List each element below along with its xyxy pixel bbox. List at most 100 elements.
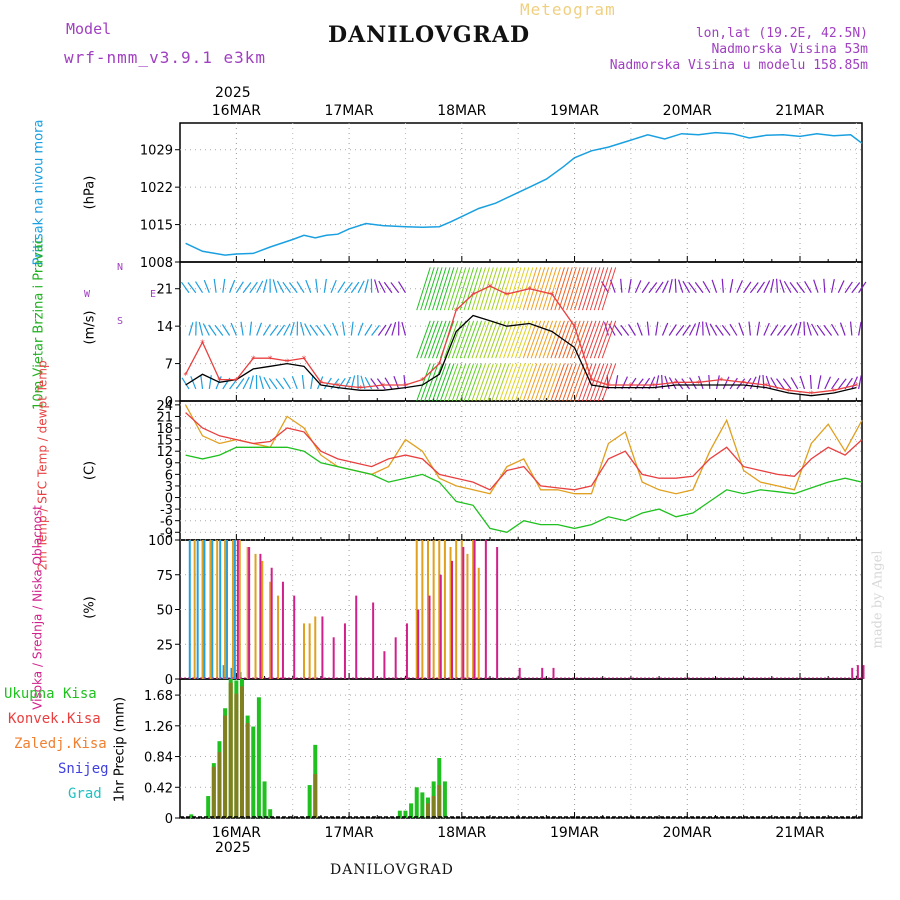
wind-arrow	[748, 321, 751, 336]
compass-north-label: N	[117, 262, 124, 273]
wind-arrow	[301, 375, 305, 390]
wind-arrow	[268, 378, 278, 390]
wind-arrow	[711, 279, 718, 293]
wind-hatch	[443, 320, 459, 359]
gust-marker: *	[285, 358, 290, 368]
wind-hatch	[589, 267, 605, 311]
wind-hatch	[538, 320, 554, 359]
wind-gust-line	[185, 285, 857, 394]
wind-arrow	[831, 323, 839, 336]
y-tick-label: 50	[156, 604, 173, 619]
wind-hatch	[534, 363, 550, 402]
wind-arrow	[705, 322, 711, 336]
wind-arrow	[803, 321, 806, 336]
gust-marker: *	[809, 390, 814, 400]
wind-hatch	[455, 267, 471, 311]
y-tick-label: 100	[148, 534, 173, 549]
wind-hatch	[601, 320, 617, 359]
wind-arrow	[606, 374, 609, 390]
wind-arrow	[235, 281, 244, 294]
wind-arrow	[289, 322, 295, 336]
wind-hatch	[514, 363, 530, 402]
wind-hatch	[597, 320, 613, 359]
precip-total-bar	[268, 809, 273, 818]
wind-arrow	[721, 324, 731, 336]
wind-arrow	[775, 278, 779, 293]
wind-hatch	[495, 363, 510, 402]
day-label-top: 18MAR	[437, 103, 486, 119]
wind-hatch	[514, 267, 530, 311]
wind-hatch	[432, 267, 447, 311]
wind-hatch	[554, 267, 569, 311]
gust-marker: *	[764, 382, 769, 392]
wind-arrow	[384, 377, 393, 390]
wind-hatch	[471, 363, 486, 402]
wind-arrow	[330, 279, 337, 293]
wind-hatch	[507, 320, 522, 359]
wind-arrow	[323, 324, 332, 336]
wind-arrow	[256, 280, 264, 294]
wind-arrow	[291, 376, 298, 390]
wind-arrow	[858, 375, 862, 390]
wind-hatch	[479, 267, 494, 311]
legend-hail: Grad	[68, 786, 102, 802]
wind-arrow	[674, 378, 684, 390]
wind-hatch	[566, 267, 581, 311]
wind-hatch	[447, 363, 463, 402]
wind-arrow	[715, 324, 724, 336]
wind-hatch	[499, 363, 514, 402]
wind-hatch	[546, 363, 561, 402]
y-tick-label: 0	[165, 395, 173, 410]
gust-marker: *	[572, 323, 577, 333]
y-tick-label: 0	[165, 673, 173, 688]
y-tick-label: 1008	[140, 256, 173, 271]
wind-arrow	[315, 278, 319, 293]
gust-marker: *	[527, 286, 532, 296]
wind-arrow	[384, 323, 392, 336]
wind-hatch	[463, 363, 479, 402]
wind-arrow	[240, 321, 244, 336]
wind-arrow	[621, 376, 628, 390]
wind-arrow	[648, 376, 656, 390]
wind-arrow	[799, 375, 806, 390]
wind-hatch	[593, 320, 609, 359]
wind-hatch	[467, 363, 483, 402]
wind-arrow	[695, 321, 701, 336]
wind-arrow	[782, 378, 792, 390]
gust-marker: *	[651, 382, 656, 392]
wind-arrow	[378, 280, 386, 294]
wind-hatch	[499, 267, 514, 311]
wind-hatch	[416, 363, 431, 402]
wind-arrow	[729, 377, 738, 390]
wind-hatch	[542, 320, 557, 359]
wind-hatch	[585, 363, 601, 402]
gust-marker: *	[719, 377, 724, 387]
wind-arrow	[646, 321, 650, 336]
wind-hatch	[432, 320, 447, 359]
wind-arrow	[230, 322, 237, 336]
wind-hatch	[578, 320, 593, 359]
wind-arrow	[198, 321, 204, 336]
day-label-bottom: 17MAR	[324, 825, 373, 841]
gust-marker: *	[741, 379, 746, 389]
wind-arrow	[229, 378, 238, 390]
wind-arrow	[221, 324, 231, 336]
wind-arrow	[215, 376, 222, 390]
wind-arrow	[763, 280, 771, 293]
day-label-bottom: 20MAR	[663, 825, 712, 841]
wind-hatch	[487, 320, 502, 359]
wind-hatch	[578, 267, 593, 311]
wind-hatch	[483, 267, 498, 311]
day-label-top: 19MAR	[550, 103, 599, 119]
precip-total-bar	[414, 787, 419, 818]
wind-arrow	[357, 280, 365, 294]
day-label-top: 17MAR	[324, 103, 373, 119]
wind-hatch	[491, 363, 506, 402]
wind-arrow	[722, 376, 730, 390]
wind-hatch	[518, 267, 534, 311]
wind-hatch	[574, 363, 589, 402]
wind-arrow	[702, 281, 711, 294]
wind-hatch	[526, 363, 542, 402]
gust-marker: *	[302, 355, 307, 365]
